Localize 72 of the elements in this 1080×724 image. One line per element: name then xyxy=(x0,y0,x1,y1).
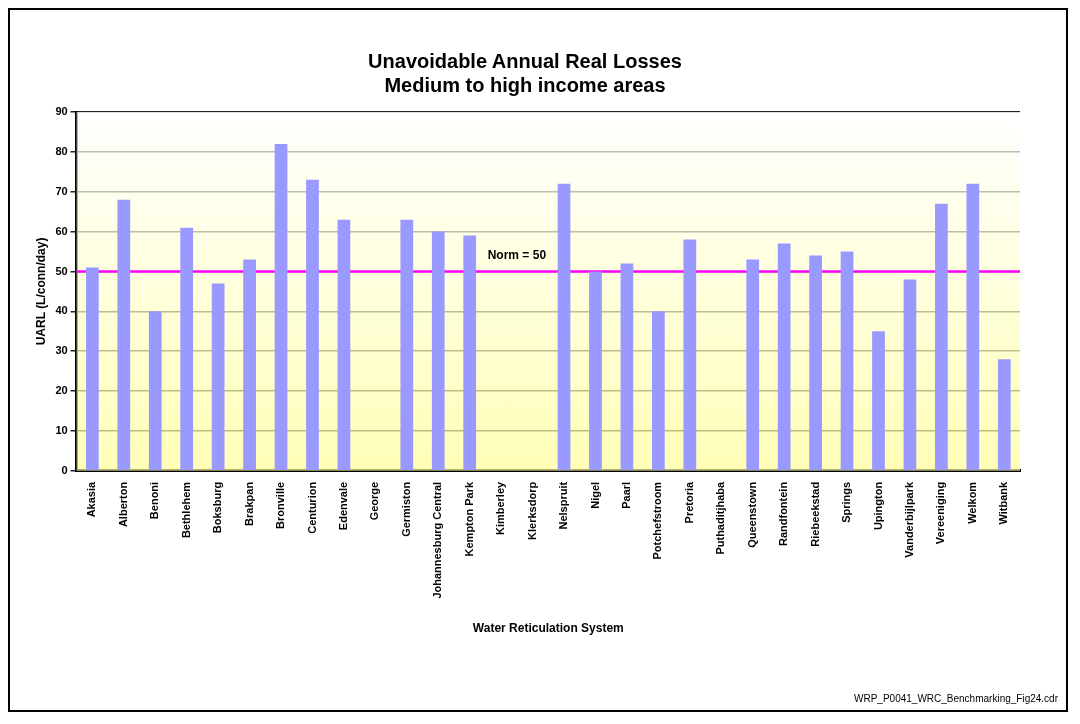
bar xyxy=(400,219,414,471)
y-tick-label: 90 xyxy=(55,105,68,118)
bar xyxy=(337,219,351,471)
x-tick-label: Paarl xyxy=(619,481,632,509)
bar xyxy=(180,227,194,471)
x-axis-title: Water Reticulation System xyxy=(472,621,624,636)
bar xyxy=(117,199,131,471)
x-tick-label: Vanderbijlpark xyxy=(902,480,915,558)
bar xyxy=(211,283,225,471)
bar xyxy=(683,239,697,471)
x-tick-label: Bronville xyxy=(274,481,287,529)
x-tick-label: Nigel xyxy=(588,481,601,509)
x-tick-label: Alberton xyxy=(116,481,129,528)
bar xyxy=(620,263,634,471)
bar xyxy=(431,231,445,471)
y-tick-label: 60 xyxy=(55,224,68,237)
x-tick-label: Bethlehem xyxy=(179,481,192,539)
bar xyxy=(148,311,162,471)
y-tick-label: 30 xyxy=(55,344,68,357)
x-tick-label: George xyxy=(368,481,381,521)
bar xyxy=(809,255,822,471)
ref-line-label: Norm = 50 xyxy=(487,247,547,262)
text: WRP_P0041_WRC_Benchmarking_Fig24.cdr xyxy=(854,693,1058,704)
bar xyxy=(903,279,917,471)
bar xyxy=(777,243,791,471)
x-tick-label: Benoni xyxy=(148,481,161,520)
bar xyxy=(589,271,602,471)
y-tick-label: 50 xyxy=(55,264,68,277)
y-tick-label: 0 xyxy=(61,463,68,476)
bar xyxy=(997,359,1011,471)
bar xyxy=(85,267,99,471)
y-axis-title: UARL (L/conn/day) xyxy=(33,237,48,346)
x-tick-label: Riebeekstad xyxy=(808,481,821,547)
x-tick-label: Klerksdorp xyxy=(525,481,538,540)
bar xyxy=(243,259,256,471)
y-tick-label: 10 xyxy=(55,424,68,437)
y-tick-label: 80 xyxy=(55,144,68,157)
chart-title: Unavoidable Annual Real Losses xyxy=(368,49,682,72)
y-tick-label: 20 xyxy=(55,384,68,397)
bar xyxy=(274,143,288,471)
bar xyxy=(652,311,665,471)
bar xyxy=(463,235,477,471)
x-tick-label: Upington xyxy=(871,481,884,531)
x-tick-label: Kempton Park xyxy=(462,480,475,557)
bar xyxy=(872,331,885,471)
x-tick-label: Nelspruit xyxy=(557,481,570,530)
x-tick-label: Potchefstroom xyxy=(651,481,664,560)
x-tick-label: Springs xyxy=(840,481,853,523)
x-tick-label: Puthaditjhaba xyxy=(714,480,727,555)
x-tick-label: Brakpan xyxy=(242,481,255,526)
x-tick-label: Johannesburg Central xyxy=(431,481,444,599)
x-tick-label: Edenvale xyxy=(336,481,349,531)
y-tick-label: 70 xyxy=(55,184,68,197)
x-tick-label: Vereeniging xyxy=(934,481,947,545)
x-tick-label: Centurion xyxy=(305,481,318,534)
chart-subtitle: Medium to high income areas xyxy=(384,73,666,96)
y-tick-label: 40 xyxy=(55,304,68,317)
bar xyxy=(306,179,319,471)
x-tick-label: Kimberley xyxy=(494,480,507,536)
bar xyxy=(935,203,948,471)
x-tick-label: Welkom xyxy=(965,481,978,524)
x-tick-label: Pretoria xyxy=(682,480,695,524)
x-tick-label: Queenstown xyxy=(745,481,758,548)
x-tick-label: Germiston xyxy=(399,481,412,537)
x-tick-label: Boksburg xyxy=(211,481,224,534)
bar xyxy=(966,183,980,471)
bar xyxy=(746,259,760,471)
bar xyxy=(840,251,854,471)
x-tick-label: Akasia xyxy=(85,480,98,518)
bar xyxy=(557,183,571,471)
x-tick-label: Witbank xyxy=(997,480,1010,525)
x-tick-label: Randfontein xyxy=(777,481,790,547)
